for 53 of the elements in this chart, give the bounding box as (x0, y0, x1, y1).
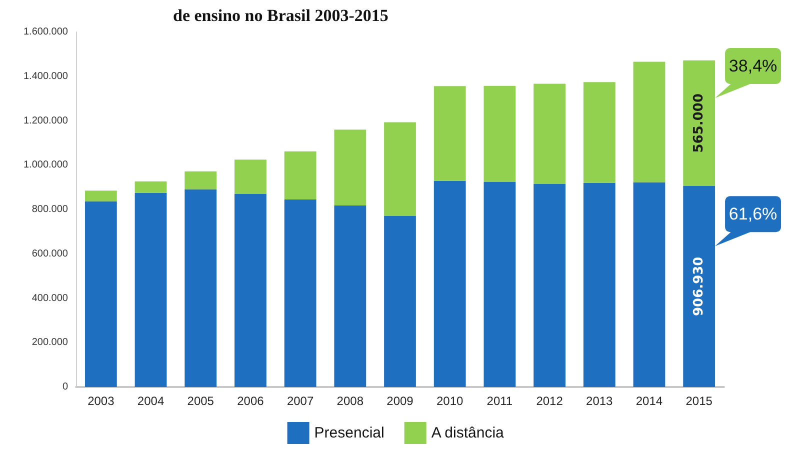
bar (334, 130, 366, 206)
bar (484, 182, 516, 387)
bar (633, 62, 666, 182)
bar (633, 182, 666, 387)
bar (84, 190, 117, 202)
data-label: 565.000 (692, 93, 707, 153)
x-tick-label: 2006 (237, 394, 264, 408)
text: 38,4% (728, 56, 778, 76)
bar (134, 181, 167, 193)
x-tick-label: 2009 (386, 394, 414, 408)
bar (234, 160, 266, 194)
x-tick-label: 2010 (436, 394, 464, 408)
x-tick-label: 2007 (286, 394, 314, 408)
y-tick-label: 1.000.000 (24, 160, 68, 171)
y-tick-label: 1.200.000 (24, 115, 68, 126)
bar (434, 180, 466, 387)
bar (184, 171, 217, 190)
x-tick-label: 2008 (336, 394, 364, 408)
bar (384, 122, 416, 216)
bar (534, 84, 566, 184)
bar (334, 206, 366, 387)
bar (134, 192, 167, 387)
legend-label: A distância (431, 424, 505, 442)
bar (384, 216, 416, 387)
bar (534, 184, 566, 387)
y-tick-label: 1.400.000 (24, 70, 68, 82)
chart-title: de ensino no Brasil 2003-2015 (173, 6, 388, 25)
x-tick-label: 2003 (88, 394, 115, 408)
bar (583, 82, 616, 183)
x-tick-label: 2004 (137, 394, 164, 408)
y-tick-label: 800.000 (32, 204, 68, 215)
bar (284, 151, 316, 200)
y-tick-label: 400.000 (32, 292, 68, 304)
bar (583, 182, 616, 387)
bar (184, 189, 217, 387)
x-tick-label: 2012 (536, 394, 564, 408)
legend-label: Presencial (314, 424, 384, 442)
x-tick-label: 2013 (586, 394, 614, 408)
bar (434, 86, 466, 181)
x-tick-label: 2005 (187, 394, 214, 408)
data-label: 906.930 (692, 256, 707, 316)
text: 61,6% (728, 204, 778, 224)
x-tick-label: 2015 (686, 394, 713, 408)
x-tick-label: 2014 (636, 394, 663, 408)
y-tick-label: 600.000 (32, 248, 68, 260)
y-tick-label: 1.600.000 (24, 26, 68, 38)
x-tick-label: 2011 (486, 394, 513, 408)
y-tick-label: 200.000 (32, 337, 68, 348)
bar (284, 200, 316, 387)
bar (484, 86, 516, 182)
bar (84, 201, 117, 387)
y-tick-label: 0 (62, 382, 68, 392)
bar (234, 194, 266, 387)
